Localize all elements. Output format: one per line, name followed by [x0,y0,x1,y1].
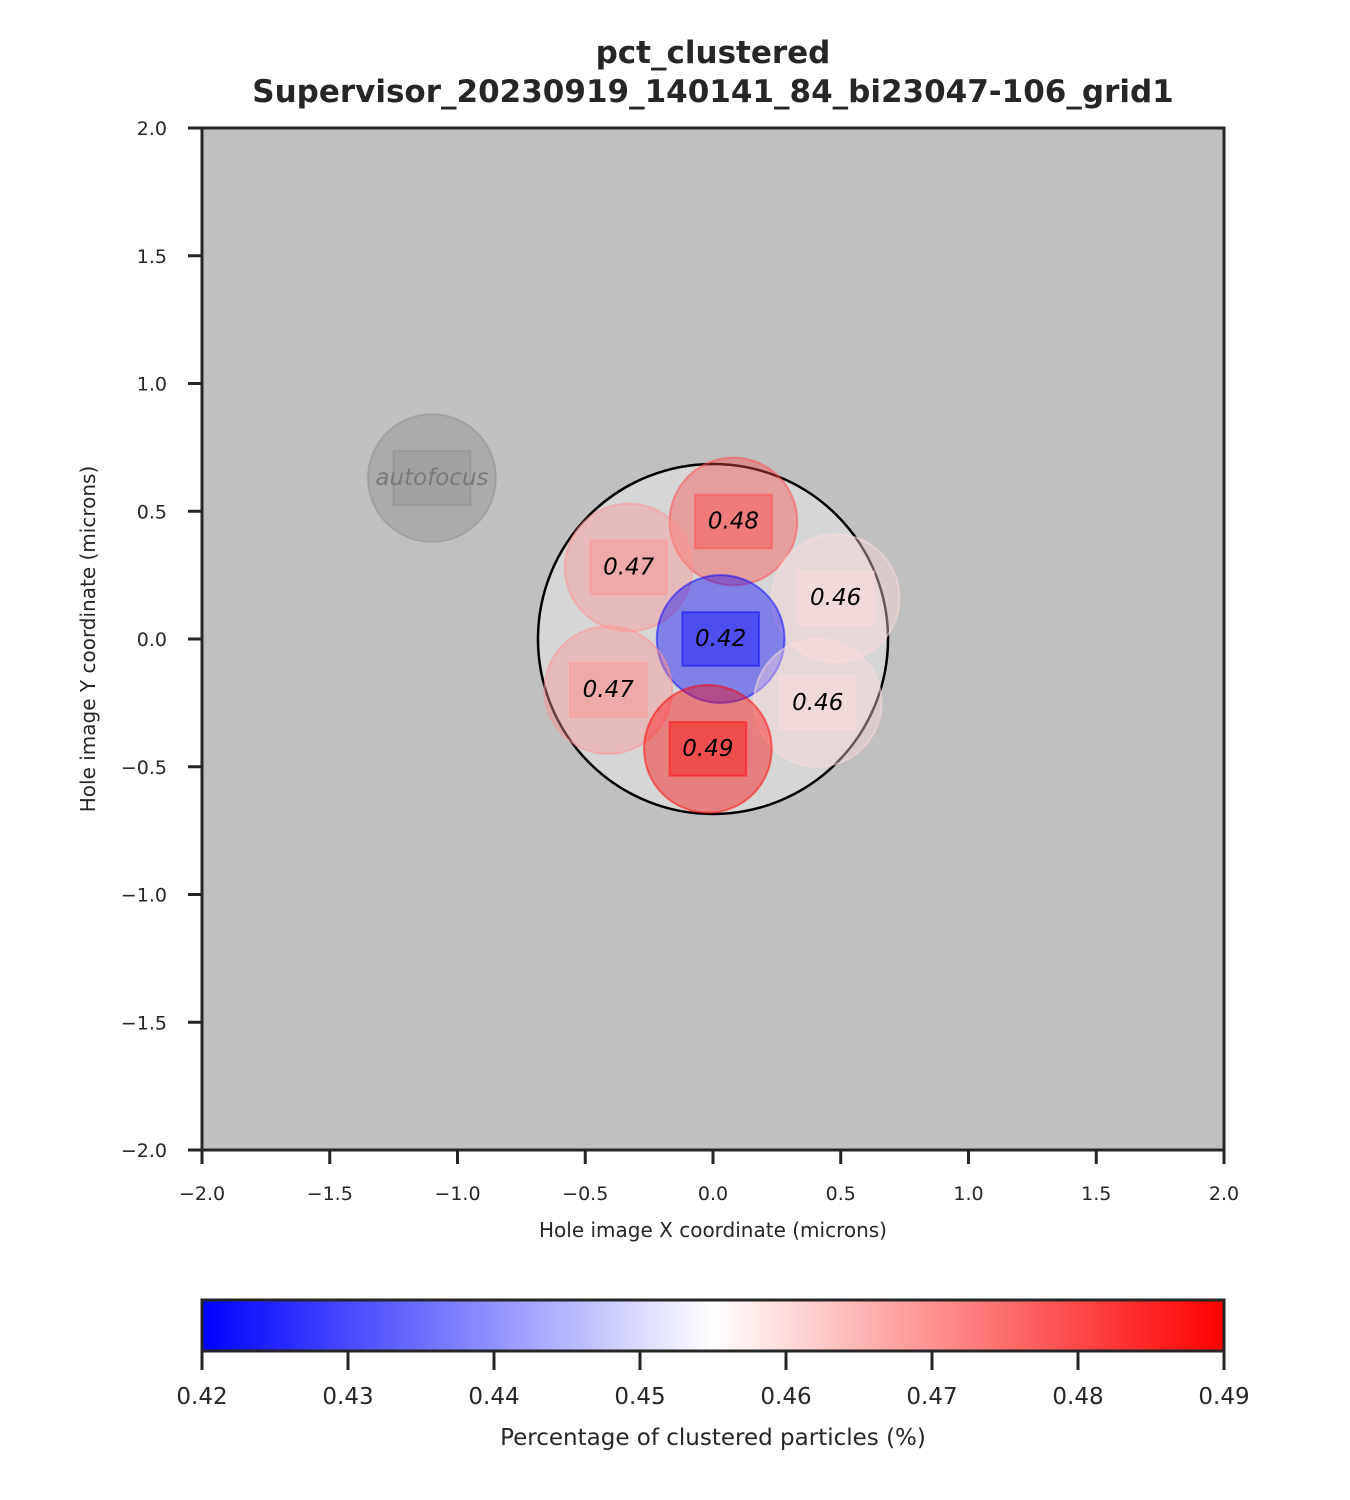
data-point-square-3 [681,611,760,667]
colorbar-tick-label-2: 0.44 [468,1384,519,1410]
data-point-square-0 [694,493,773,550]
data-label-1: 0.47 [603,554,655,580]
x-tick-label-0: −2.0 [179,1183,225,1205]
colorbar-tick-label-4: 0.46 [760,1384,811,1410]
colorbar-tick-label-3: 0.45 [614,1384,665,1410]
colorbar-tick-label-6: 0.48 [1052,1384,1103,1410]
colorbar-tick-label-5: 0.47 [906,1384,957,1410]
y-axis-ticks: −2.0 −1.5 −1.0 −0.5 0.0 0.5 1.0 1.5 2.0 [121,118,202,1162]
y-tick-label-2: −1.0 [121,885,167,907]
x-tick-label-4: 0.0 [698,1183,728,1205]
colorbar-label: Percentage of clustered particles (%) [500,1425,926,1451]
data-point-5 [752,638,883,768]
data-point-4 [543,625,674,755]
data-point-3 [655,574,786,704]
data-label-5: 0.46 [792,690,843,716]
data-point-square-6 [668,721,748,777]
colorbar-tick-label-7: 0.49 [1198,1384,1249,1410]
data-point-2 [770,533,901,663]
data-point-square-1 [589,539,669,596]
data-points [543,456,901,814]
autofocus-marker: autofocus [367,413,497,543]
data-label-0: 0.48 [708,508,759,534]
x-tick-label-6: 1.0 [953,1183,983,1205]
data-point-square-2 [796,570,875,626]
data-label-3: 0.42 [695,626,746,652]
x-tick-label-7: 1.5 [1081,1183,1111,1205]
x-tick-label-1: −1.5 [307,1183,353,1205]
x-tick-label-8: 2.0 [1209,1183,1239,1205]
autofocus-square [392,450,472,506]
colorbar-ticks: 0.42 0.43 0.44 0.45 0.46 0.47 0.48 0.49 [176,1351,1250,1410]
plot-content: autofocus 0.48 0.47 0.46 0.42 0.47 0.46 0.49 [367,413,901,816]
x-axis-ticks: −2.0 −1.5 −1.0 −0.5 0.0 0.5 1.0 1.5 2.0 [179,1150,1239,1205]
data-point-1 [563,502,694,633]
x-tick-label-3: −0.5 [562,1183,608,1205]
data-point-0 [668,456,799,587]
y-tick-label-1: −1.5 [121,1012,167,1034]
x-tick-label-2: −1.0 [434,1183,480,1205]
y-tick-label-0: −2.0 [121,1140,167,1162]
y-axis-label: Hole image Y coordinate (microns) [76,466,100,813]
data-point-square-5 [778,675,858,731]
y-tick-label-8: 2.0 [137,118,167,140]
x-axis-label: Hole image X coordinate (microns) [539,1218,887,1242]
x-tick-label-5: 0.5 [826,1183,856,1205]
colorbar [200,1298,1226,1353]
autofocus-label: autofocus [375,465,488,491]
y-tick-label-5: 0.5 [137,501,167,523]
data-label-4: 0.47 [583,677,635,703]
chart-subtitle: Supervisor_20230919_140141_84_bi23047-10… [252,74,1174,110]
data-point-labels: 0.48 0.47 0.46 0.42 0.47 0.46 0.49 [583,508,862,761]
data-label-2: 0.46 [810,585,861,611]
y-tick-label-4: 0.0 [137,629,167,651]
colorbar-tick-label-1: 0.43 [322,1384,373,1410]
hole-circle [536,462,890,816]
data-point-square-4 [568,662,648,718]
data-point-6 [643,683,773,814]
chart-title: pct_clustered [596,35,831,71]
y-tick-label-6: 1.0 [137,374,167,396]
y-tick-label-7: 1.5 [137,246,167,268]
colorbar-tick-label-0: 0.42 [176,1384,227,1410]
y-tick-label-3: −0.5 [121,757,167,779]
data-label-6: 0.49 [682,736,733,762]
